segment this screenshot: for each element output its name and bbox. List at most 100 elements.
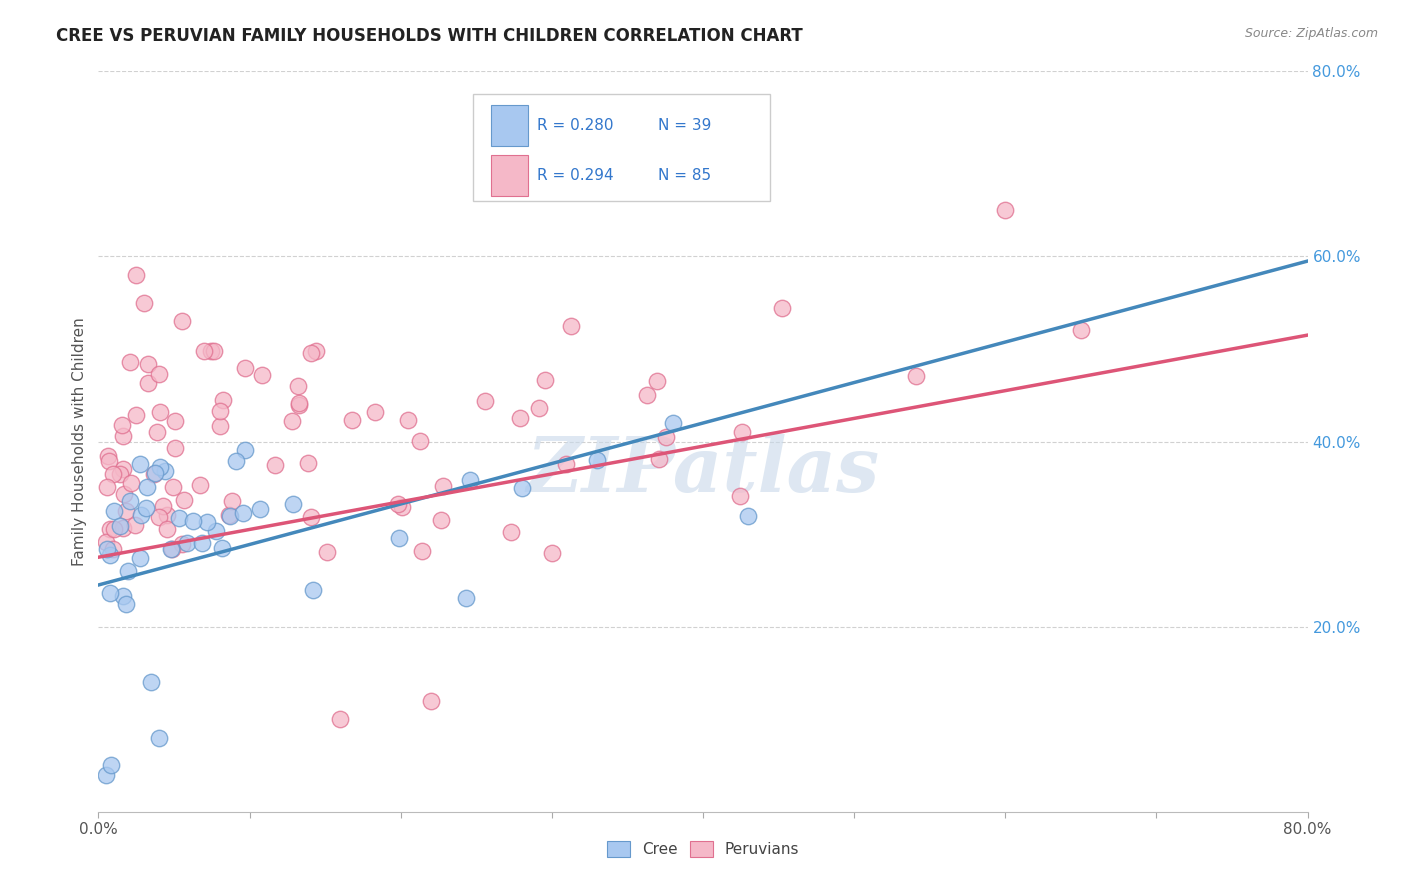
Point <box>411 543 433 558</box>
Point <box>114 487 136 501</box>
Point <box>252 368 274 383</box>
Point <box>103 522 125 536</box>
Point <box>136 376 159 390</box>
Point <box>645 374 668 388</box>
Point <box>136 480 159 494</box>
Point <box>1070 324 1092 338</box>
Point <box>97 454 120 468</box>
Point <box>111 590 134 604</box>
Point <box>149 405 172 419</box>
Point <box>167 510 190 524</box>
Point <box>509 410 531 425</box>
Point <box>420 694 443 708</box>
Point <box>510 481 533 495</box>
Point <box>586 453 609 467</box>
Point <box>101 542 124 557</box>
Point <box>560 318 582 333</box>
Point <box>94 534 117 549</box>
Point <box>103 467 125 481</box>
Point <box>96 480 118 494</box>
Point <box>648 452 671 467</box>
Point <box>124 517 146 532</box>
Bar <box>492 155 527 195</box>
Point <box>111 417 134 432</box>
Text: ZIPatlas: ZIPatlas <box>526 434 880 508</box>
Point <box>125 408 148 422</box>
Point <box>387 497 409 511</box>
Point <box>160 542 183 557</box>
Point <box>661 416 683 430</box>
Point <box>94 767 117 781</box>
Legend: Cree, Peruvians: Cree, Peruvians <box>600 835 806 863</box>
Point <box>131 508 153 522</box>
Point <box>209 403 232 417</box>
Point <box>128 457 150 471</box>
Text: R = 0.294: R = 0.294 <box>537 168 614 183</box>
Point <box>114 504 136 518</box>
FancyBboxPatch shape <box>474 94 769 201</box>
Point <box>98 548 121 562</box>
Point <box>152 500 174 514</box>
Point <box>148 367 170 381</box>
Point <box>172 537 194 551</box>
Point <box>108 518 131 533</box>
Point <box>148 731 170 745</box>
Point <box>176 536 198 550</box>
Point <box>163 442 186 456</box>
Point <box>128 551 150 566</box>
Point <box>170 314 193 328</box>
Point <box>499 524 522 539</box>
Text: Source: ZipAtlas.com: Source: ZipAtlas.com <box>1244 27 1378 40</box>
Point <box>288 398 311 412</box>
Point <box>162 480 184 494</box>
Point <box>299 346 322 360</box>
Point <box>287 379 309 393</box>
Point <box>534 373 557 387</box>
Point <box>249 502 271 516</box>
Point <box>225 453 247 467</box>
Point <box>100 522 122 536</box>
Point <box>342 413 364 427</box>
Point <box>304 343 326 358</box>
Point <box>173 493 195 508</box>
Point <box>143 467 166 481</box>
Point <box>212 392 235 407</box>
Point <box>98 586 121 600</box>
Point <box>160 542 183 557</box>
Point <box>994 203 1017 218</box>
Point <box>297 456 319 470</box>
Point <box>409 434 432 448</box>
Point <box>430 513 453 527</box>
Point <box>111 521 134 535</box>
Point <box>156 508 179 522</box>
Point <box>233 443 256 458</box>
Point <box>112 429 135 443</box>
Point <box>97 449 120 463</box>
Point <box>458 473 481 487</box>
Point <box>329 712 352 726</box>
Point <box>165 414 187 428</box>
Point <box>527 401 550 415</box>
Point <box>135 501 157 516</box>
Point <box>432 479 454 493</box>
Point <box>731 425 754 439</box>
Text: N = 85: N = 85 <box>658 168 711 183</box>
Point <box>770 301 793 316</box>
Point <box>219 509 242 524</box>
Point <box>209 419 232 434</box>
Text: N = 39: N = 39 <box>658 118 711 133</box>
Point <box>143 466 166 480</box>
Point <box>132 295 155 310</box>
Point <box>195 516 218 530</box>
Point <box>281 414 304 428</box>
Y-axis label: Family Households with Children: Family Households with Children <box>72 318 87 566</box>
Point <box>456 591 478 606</box>
Point <box>281 497 304 511</box>
Bar <box>492 105 527 145</box>
Point <box>540 545 562 560</box>
Point <box>96 541 118 556</box>
Point <box>302 582 325 597</box>
Point <box>288 396 311 410</box>
Point <box>117 565 139 579</box>
Point <box>103 504 125 518</box>
